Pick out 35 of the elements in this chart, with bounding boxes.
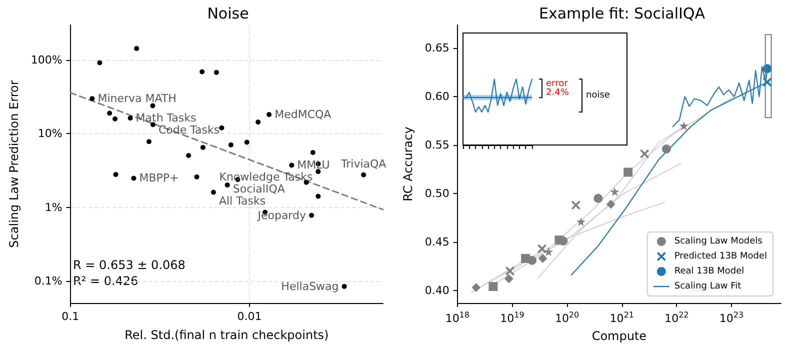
annotation: Minerva MATH [98,92,176,106]
y-tick-label: 100% [30,54,62,67]
legend-label: Predicted 13B Model [674,252,768,262]
x-tick-label: 0.01 [237,310,262,323]
y-tick-label: 0.65 [424,42,450,55]
legend-label: Scaling Law Models [674,236,763,246]
annotation: SocialIQA [232,182,286,196]
annotation: All Tasks [218,194,266,208]
annotation: R = 0.653 ± 0.068 [73,258,186,272]
y-tick-label: 0.45 [424,235,450,248]
annotation: MedMCQA [274,108,332,122]
y-tick-label: 0.50 [424,187,450,200]
y-tick-label: 0.60 [424,90,450,104]
annotation: Jeopardy [256,208,306,222]
chart-title: Noise [207,4,249,22]
y-tick-label: 10% [38,127,62,140]
legend-label: Scaling Law Fit [674,282,742,292]
annotation: MMLU [297,158,330,172]
x-tick-label: 0.1 [62,310,80,323]
legend-label: Real 13B Model [674,266,744,276]
y-tick-label: 0.40 [424,284,450,297]
annotation: error 2.4% [546,78,571,98]
annotation: HellaSwag [281,280,339,293]
y-tick-label: 1% [44,200,62,214]
y-axis-title: RC Accuracy [401,126,415,202]
y-tick-label: 0.1% [34,274,62,288]
x-axis-title: Compute [592,329,647,343]
y-tick-label: 0.55 [424,138,450,152]
chart-title: Example fit: SocialIQA [539,4,706,22]
annotation: TriviaQA [340,157,387,170]
annotation: MBPP+ [139,172,179,185]
y-axis-title: Scaling Law Prediction Error [7,80,21,248]
x-axis-title: Rel. Std.(final n train checkpoints) [124,328,329,342]
annotation: Math Tasks [136,112,197,125]
annotation: noise [586,90,610,101]
